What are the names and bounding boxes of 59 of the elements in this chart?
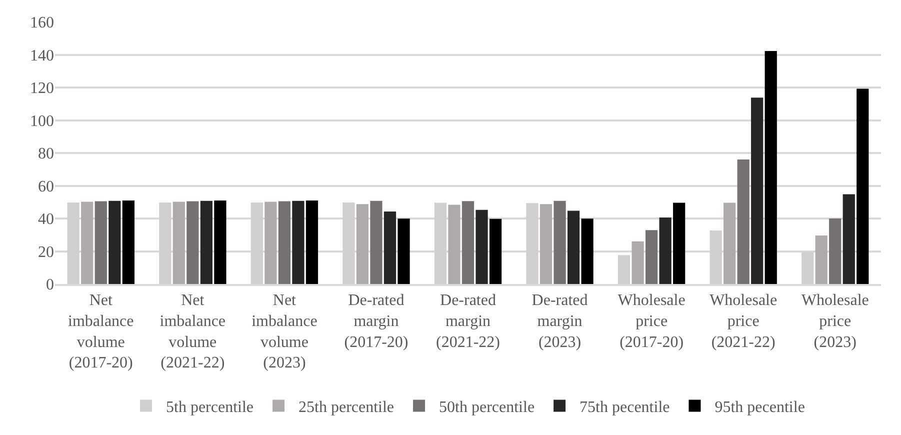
x-tick-label: De-rated margin (2017-20): [344, 292, 408, 351]
bar: [829, 218, 842, 284]
legend-label: 25th percentile: [298, 398, 394, 416]
bar: [448, 204, 460, 284]
y-tick-label: 160: [30, 14, 54, 32]
bar: [856, 88, 869, 284]
bar: [122, 200, 134, 284]
x-tick-label: Wholesale price (2021-22): [710, 292, 778, 351]
bar: [398, 218, 410, 284]
bar: [567, 210, 580, 284]
bar: [172, 202, 185, 284]
x-tick-label: Net imbalance volume (2021-22): [160, 292, 226, 372]
bar: [659, 218, 672, 284]
bar: [186, 201, 199, 284]
y-tick-label: 80: [38, 146, 54, 163]
bar: [815, 236, 828, 284]
y-tick-label: 100: [30, 112, 54, 130]
x-tick-label: De-rated margin (2021-22): [436, 292, 500, 351]
y-tick-label: 120: [30, 80, 54, 98]
y-tick-label: 20: [38, 244, 54, 261]
bar: [462, 201, 474, 284]
x-tick-label: De-rated margin (2023): [532, 292, 588, 351]
bar: [214, 200, 226, 284]
bar: [264, 202, 277, 284]
bar: [476, 210, 488, 284]
bar: [81, 202, 94, 284]
bar: [540, 204, 552, 284]
bar: [306, 200, 318, 284]
bar: [200, 200, 212, 284]
bar: [356, 204, 369, 284]
bar: [108, 200, 121, 284]
bar: [278, 201, 290, 284]
x-tick-label: Wholesale price (2023): [801, 292, 869, 351]
bar: [384, 211, 396, 284]
bar: [632, 241, 644, 284]
bar: [489, 218, 502, 284]
x-tick-label: Wholesale price (2017-20): [618, 292, 686, 351]
y-tick-label: 60: [38, 178, 54, 196]
y-tick-label: 0: [46, 276, 54, 294]
bar: [673, 202, 686, 284]
bar: [581, 218, 594, 284]
legend-label: 50th percentile: [439, 398, 535, 416]
bar: [370, 200, 382, 284]
y-tick-label: 40: [38, 211, 54, 228]
x-tick-label: Net imbalance volume (2017-20): [68, 292, 134, 372]
bar: [764, 50, 777, 284]
bar: [842, 194, 855, 284]
bar: [737, 160, 750, 284]
bar: [751, 98, 764, 284]
x-tick-label: Net imbalance volume (2023): [252, 292, 318, 372]
y-tick-label: 140: [30, 47, 54, 64]
legend-label: 75th pecentile: [580, 398, 670, 416]
bar: [94, 201, 107, 284]
legend-label: 5th percentile: [166, 398, 254, 416]
bar: [554, 200, 566, 284]
legend-label: 95th pecentile: [714, 398, 805, 416]
bar: [646, 230, 658, 284]
bar: [724, 202, 736, 284]
bar: [292, 200, 304, 284]
